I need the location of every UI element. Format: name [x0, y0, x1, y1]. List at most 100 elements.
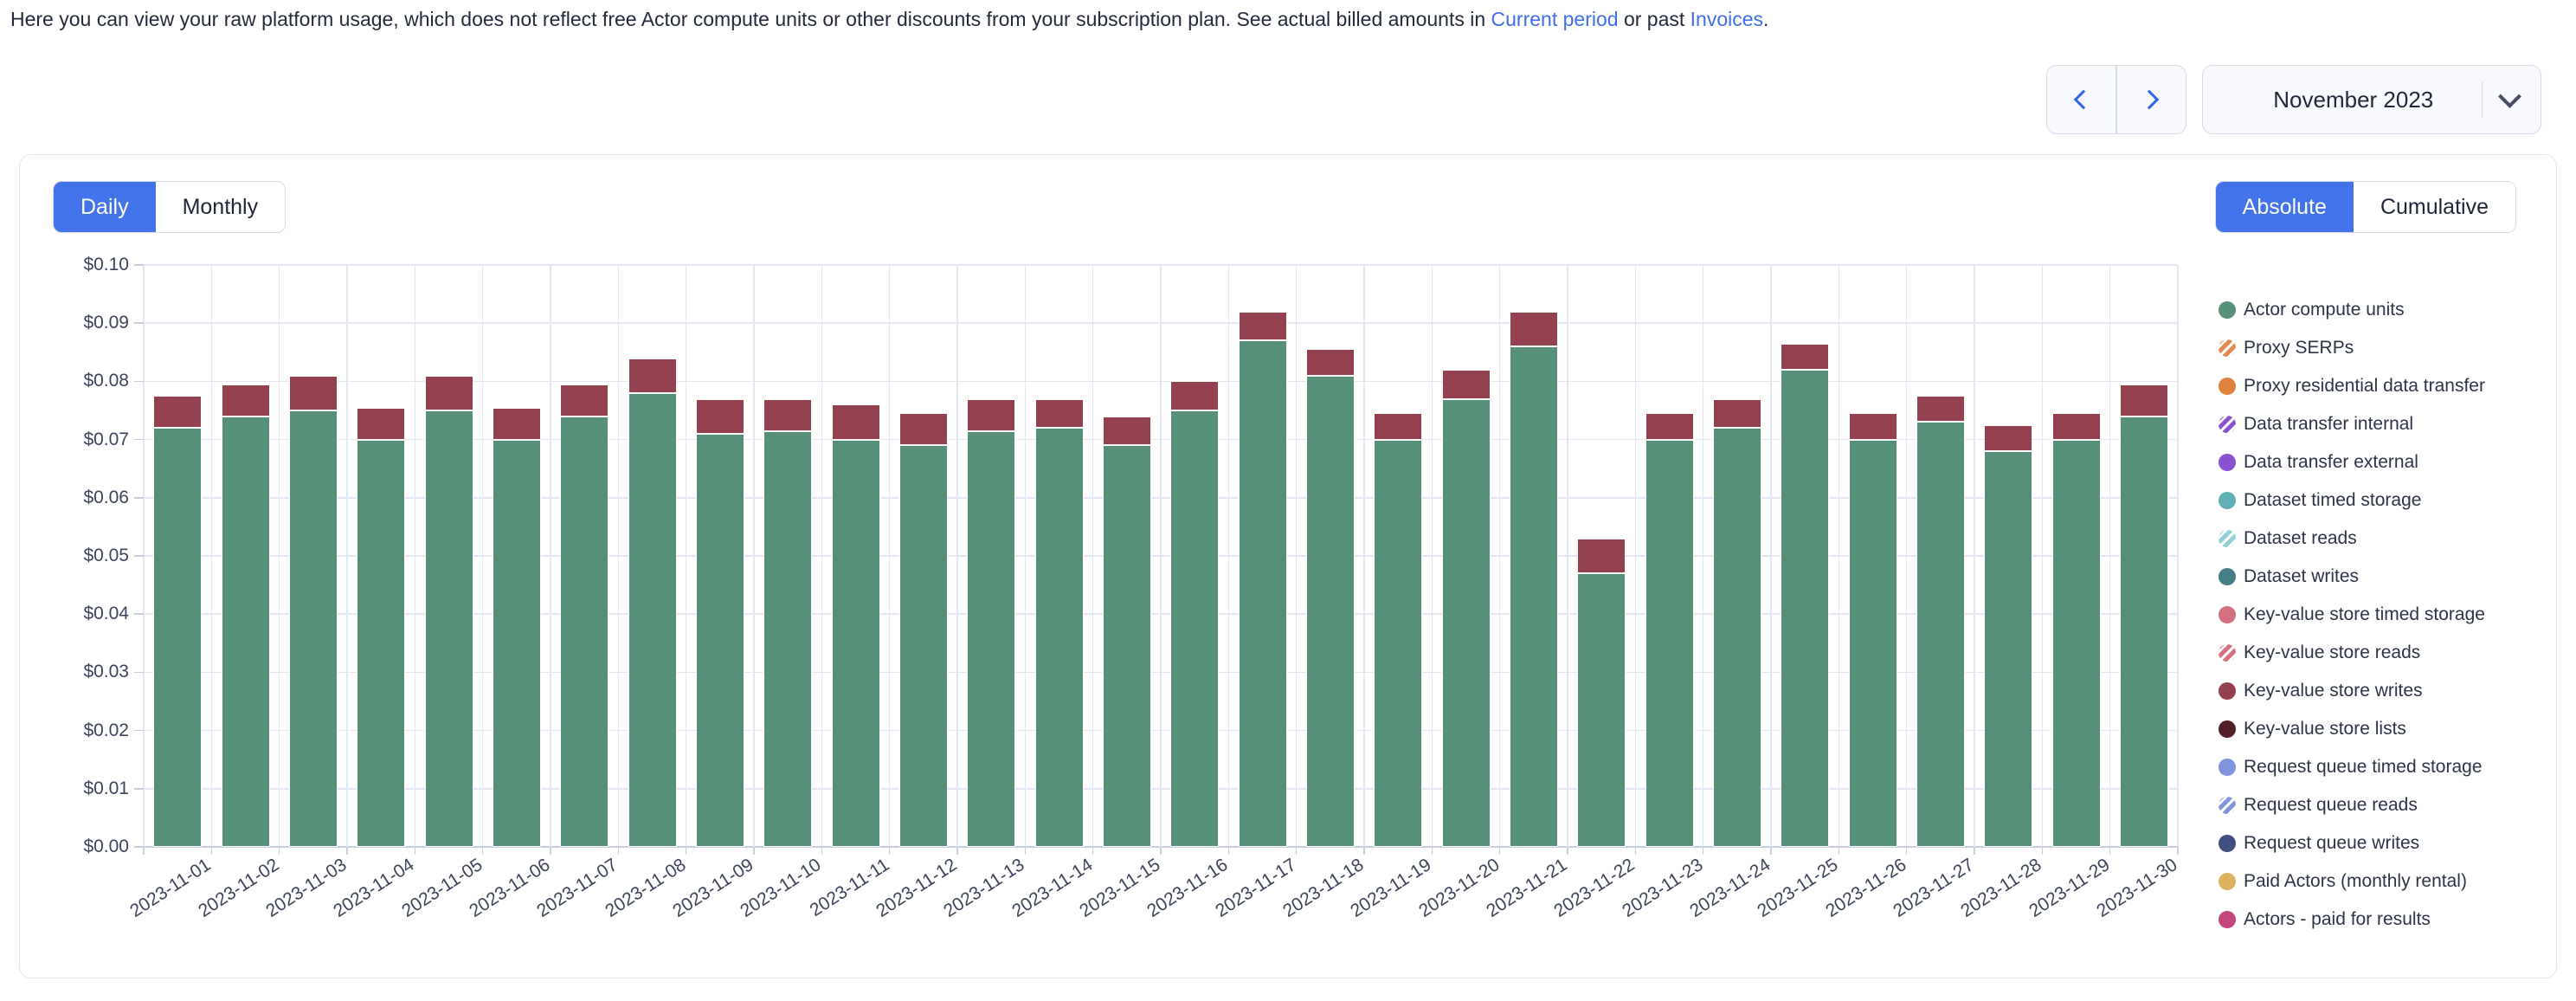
bar-segment-key-value-store-writes[interactable] [1848, 413, 1897, 440]
bar-segment-actor-compute-units[interactable] [1577, 573, 1626, 847]
bar-segment-actor-compute-units[interactable] [1645, 439, 1694, 847]
bar-segment-key-value-store-writes[interactable] [1374, 413, 1423, 440]
bar-segment-actor-compute-units[interactable] [424, 410, 473, 847]
x-gridline [1905, 265, 1908, 847]
bar-segment-key-value-store-writes[interactable] [831, 404, 880, 440]
bar-segment-key-value-store-writes[interactable] [1984, 424, 2033, 452]
legend-swatch [2219, 911, 2236, 928]
bar-segment-actor-compute-units[interactable] [153, 428, 203, 847]
bar-segment-key-value-store-writes[interactable] [424, 375, 473, 410]
bar-segment-actor-compute-units[interactable] [1102, 445, 1151, 847]
legend-item-key-value-store-timed-storage[interactable]: Key-value store timed storage [2219, 602, 2485, 628]
bar-segment-key-value-store-writes[interactable] [288, 375, 338, 410]
bar-segment-actor-compute-units[interactable] [1509, 346, 1558, 847]
bar-segment-key-value-store-writes[interactable] [2119, 384, 2168, 417]
legend-item-request-queue-reads[interactable]: Request queue reads [2219, 792, 2485, 818]
bar-segment-actor-compute-units[interactable] [1170, 410, 1220, 847]
bar-segment-key-value-store-writes[interactable] [1645, 413, 1694, 440]
legend-swatch [2219, 416, 2236, 433]
bar-segment-actor-compute-units[interactable] [831, 439, 880, 847]
bar-segment-actor-compute-units[interactable] [628, 392, 677, 847]
bar-segment-key-value-store-writes[interactable] [153, 396, 203, 429]
bar-segment-key-value-store-writes[interactable] [1509, 311, 1558, 347]
bar-segment-actor-compute-units[interactable] [357, 439, 406, 847]
legend-item-dataset-writes[interactable]: Dataset writes [2219, 564, 2485, 590]
bar-segment-key-value-store-writes[interactable] [763, 398, 813, 431]
legend-item-dataset-timed-storage[interactable]: Dataset timed storage [2219, 488, 2485, 513]
legend-item-proxy-residential-data-transfer[interactable]: Proxy residential data transfer [2219, 373, 2485, 399]
legend-item-request-queue-timed-storage[interactable]: Request queue timed storage [2219, 754, 2485, 780]
prev-month-button[interactable] [2047, 66, 2116, 133]
legend-label: Proxy residential data transfer [2244, 376, 2485, 396]
invoices-link[interactable]: Invoices [1690, 8, 1764, 30]
bar-segment-actor-compute-units[interactable] [1441, 398, 1491, 847]
bar-segment-actor-compute-units[interactable] [898, 445, 948, 847]
y-axis-tick [134, 671, 144, 674]
legend-item-data-transfer-internal[interactable]: Data transfer internal [2219, 411, 2485, 437]
bar-segment-key-value-store-writes[interactable] [1441, 369, 1491, 399]
bar-segment-key-value-store-writes[interactable] [1781, 343, 1830, 370]
bar-segment-actor-compute-units[interactable] [1916, 422, 1965, 847]
daily-toggle-button[interactable]: Daily [54, 182, 156, 232]
absolute-toggle-button[interactable]: Absolute [2215, 182, 2354, 232]
current-period-link[interactable]: Current period [1491, 8, 1619, 30]
bar-segment-key-value-store-writes[interactable] [1170, 381, 1220, 410]
bar-segment-actor-compute-units[interactable] [1238, 340, 1287, 847]
chevron-down-icon [2498, 85, 2521, 108]
bar-segment-actor-compute-units[interactable] [2051, 439, 2101, 847]
x-axis-tick [2109, 847, 2111, 855]
bar-segment-actor-compute-units[interactable] [1374, 439, 1423, 847]
legend-label: Actors - paid for results [2244, 909, 2431, 929]
bar-segment-actor-compute-units[interactable] [221, 416, 270, 847]
bar-segment-actor-compute-units[interactable] [288, 410, 338, 847]
legend-item-actor-compute-units[interactable]: Actor compute units [2219, 297, 2485, 323]
legend-item-request-queue-writes[interactable]: Request queue writes [2219, 830, 2485, 856]
bar-segment-key-value-store-writes[interactable] [1238, 311, 1287, 341]
bar-segment-key-value-store-writes[interactable] [1712, 398, 1761, 429]
bar-segment-actor-compute-units[interactable] [1848, 439, 1897, 847]
bar-segment-actor-compute-units[interactable] [1034, 428, 1084, 847]
legend-item-dataset-reads[interactable]: Dataset reads [2219, 526, 2485, 552]
bar-segment-actor-compute-units[interactable] [2119, 416, 2168, 847]
bar-segment-actor-compute-units[interactable] [967, 430, 1016, 847]
bar-segment-actor-compute-units[interactable] [492, 439, 541, 847]
bar-segment-key-value-store-writes[interactable] [357, 407, 406, 440]
bar-segment-actor-compute-units[interactable] [1305, 375, 1355, 847]
bar-segment-actor-compute-units[interactable] [1781, 369, 1830, 847]
bar-segment-key-value-store-writes[interactable] [1034, 398, 1084, 429]
bar-segment-key-value-store-writes[interactable] [560, 384, 609, 417]
legend-item-key-value-store-reads[interactable]: Key-value store reads [2219, 640, 2485, 666]
month-select[interactable]: November 2023 [2202, 65, 2541, 134]
legend-item-actors-paid-for-results[interactable]: Actors - paid for results [2219, 907, 2485, 933]
x-axis-tick [1634, 847, 1637, 855]
legend-item-key-value-store-writes[interactable]: Key-value store writes [2219, 678, 2485, 704]
bar-segment-actor-compute-units[interactable] [1984, 451, 2033, 847]
cumulative-toggle-button[interactable]: Cumulative [2353, 182, 2515, 232]
bar-segment-key-value-store-writes[interactable] [1916, 396, 1965, 423]
bar-segment-actor-compute-units[interactable] [695, 433, 744, 847]
legend-swatch [2219, 835, 2236, 852]
next-month-button[interactable] [2117, 66, 2186, 133]
bar-segment-key-value-store-writes[interactable] [1102, 416, 1151, 446]
bar-segment-key-value-store-writes[interactable] [628, 358, 677, 393]
legend-item-paid-actors-monthly-rental-[interactable]: Paid Actors (monthly rental) [2219, 869, 2485, 894]
bar-segment-actor-compute-units[interactable] [763, 430, 813, 847]
bar-segment-actor-compute-units[interactable] [560, 416, 609, 847]
bar-segment-key-value-store-writes[interactable] [1305, 349, 1355, 376]
bar-segment-key-value-store-writes[interactable] [1577, 538, 1626, 574]
bar-segment-key-value-store-writes[interactable] [221, 384, 270, 417]
bar-segment-key-value-store-writes[interactable] [898, 413, 948, 446]
bar-segment-actor-compute-units[interactable] [1712, 428, 1761, 847]
legend-item-data-transfer-external[interactable]: Data transfer external [2219, 449, 2485, 475]
monthly-toggle-button[interactable]: Monthly [155, 182, 286, 232]
legend-item-key-value-store-lists[interactable]: Key-value store lists [2219, 716, 2485, 742]
bar-segment-key-value-store-writes[interactable] [967, 398, 1016, 431]
bar-2023-11-12 [898, 413, 948, 847]
y-axis-label: $0.01 [83, 778, 129, 798]
legend-label: Paid Actors (monthly rental) [2244, 871, 2467, 891]
bar-segment-key-value-store-writes[interactable] [2051, 413, 2101, 440]
legend-item-proxy-serps[interactable]: Proxy SERPs [2219, 335, 2485, 361]
bar-segment-key-value-store-writes[interactable] [695, 398, 744, 434]
legend-swatch [2219, 454, 2236, 471]
bar-segment-key-value-store-writes[interactable] [492, 407, 541, 440]
